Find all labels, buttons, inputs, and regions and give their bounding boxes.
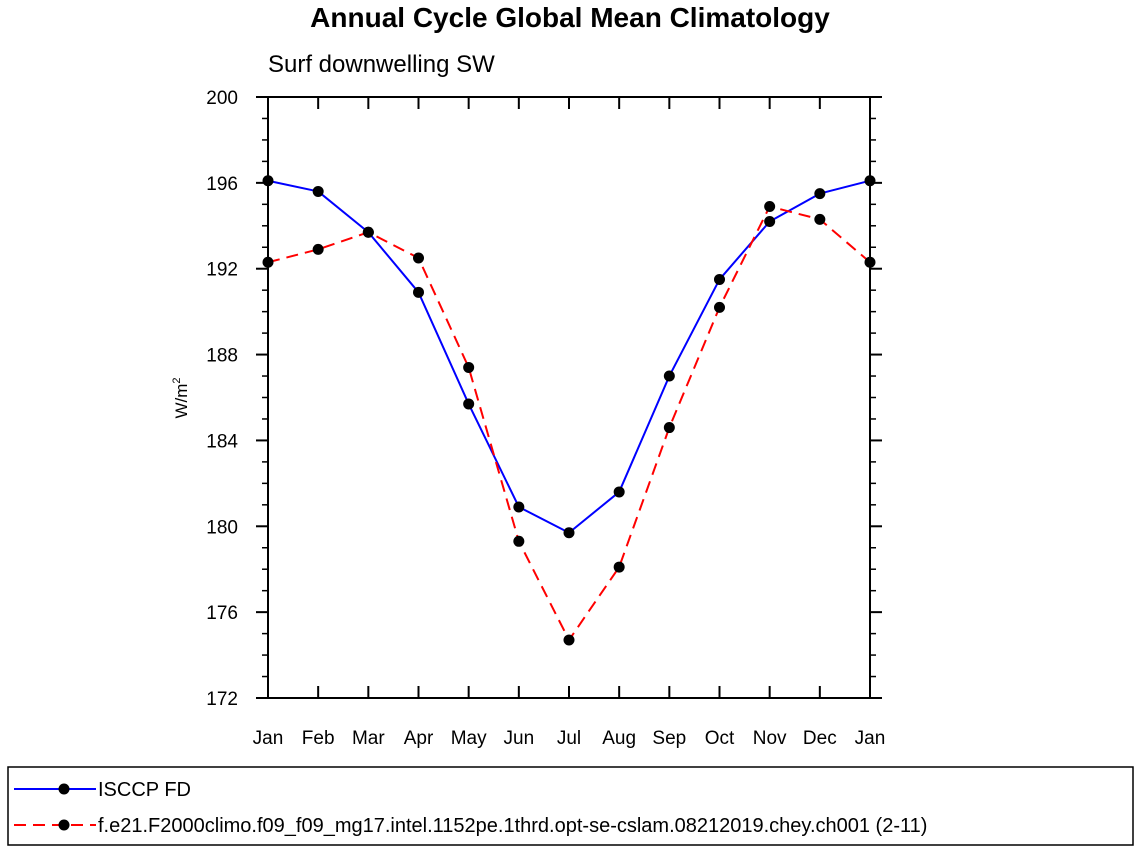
y-tick-label: 180 (206, 517, 238, 538)
series-1-point (413, 286, 424, 298)
series-1-point (764, 215, 776, 227)
series-1-point (663, 370, 675, 382)
y-tick-label: 196 (206, 174, 238, 195)
x-tick-label: Apr (404, 728, 434, 749)
series-2-point (663, 422, 675, 434)
legend-box (7, 766, 1134, 846)
series-1-point (563, 527, 575, 539)
series-2-point (714, 301, 725, 313)
x-tick-label: Jul (557, 728, 581, 749)
x-tick-label: Feb (302, 728, 335, 749)
chart-title: Annual Cycle Global Mean Climatology (310, 2, 830, 33)
x-tick-label: Jan (253, 728, 284, 749)
x-tick-label: Aug (602, 728, 636, 749)
x-tick-label: Jun (504, 728, 535, 749)
x-tick-label: Oct (705, 728, 735, 749)
x-tick-label: Jan (855, 728, 886, 749)
series-2-point (613, 561, 625, 573)
x-tick-label: Nov (753, 728, 787, 749)
series-1-line (267, 179, 871, 534)
legend-swatch-marker (58, 783, 70, 795)
x-tick-label: May (451, 728, 487, 749)
x-tick-label: Dec (803, 728, 837, 749)
series-1-point (463, 398, 475, 410)
series-2-line (267, 205, 871, 642)
series-1 (262, 175, 876, 539)
axis-ticks: Jan Feb Mar Apr May Jun Jul Aug Sep Oct Nov Dec Jan 1… (206, 88, 885, 749)
x-tick-label: Mar (352, 728, 385, 749)
legend-swatch-marker (58, 819, 70, 831)
series-2-point (362, 226, 374, 238)
series-2-point (764, 200, 776, 212)
series-2-point (463, 361, 475, 373)
y-tick-label: 172 (206, 689, 238, 710)
series-2-point (563, 634, 575, 646)
legend-label: f.e21.F2000climo.f09_f09_mg17.intel.1152… (98, 815, 927, 837)
y-axis-label-superscript: 2 (171, 377, 183, 383)
x-tick-label: Sep (652, 728, 686, 749)
series-1-point (814, 188, 826, 200)
y-tick-label: 188 (206, 346, 238, 367)
y-axis-label-unit: W/m (172, 384, 191, 419)
series-1-point (312, 185, 324, 197)
y-tick-label: 176 (206, 603, 238, 624)
legend-label: ISCCP FD (98, 779, 191, 801)
series-1-point (613, 486, 625, 498)
y-tick-label: 200 (206, 88, 238, 109)
plot-frame (267, 96, 871, 699)
series-2-point (814, 213, 826, 225)
series-1-point (513, 501, 525, 513)
y-tick-label: 192 (206, 260, 238, 281)
series-2-point (513, 535, 525, 547)
series-2 (262, 200, 876, 646)
series-layer (262, 175, 876, 646)
series-2-point (413, 252, 424, 264)
chart-subtitle: Surf downwelling SW (268, 51, 495, 78)
y-tick-label: 184 (206, 431, 238, 452)
legend: ISCCP FD f.e21.F2000climo.f09_f09_mg17.in… (7, 766, 1134, 846)
y-axis-label: W/m2 (171, 377, 191, 418)
series-1-point (714, 273, 725, 285)
series-2-point (312, 243, 324, 255)
